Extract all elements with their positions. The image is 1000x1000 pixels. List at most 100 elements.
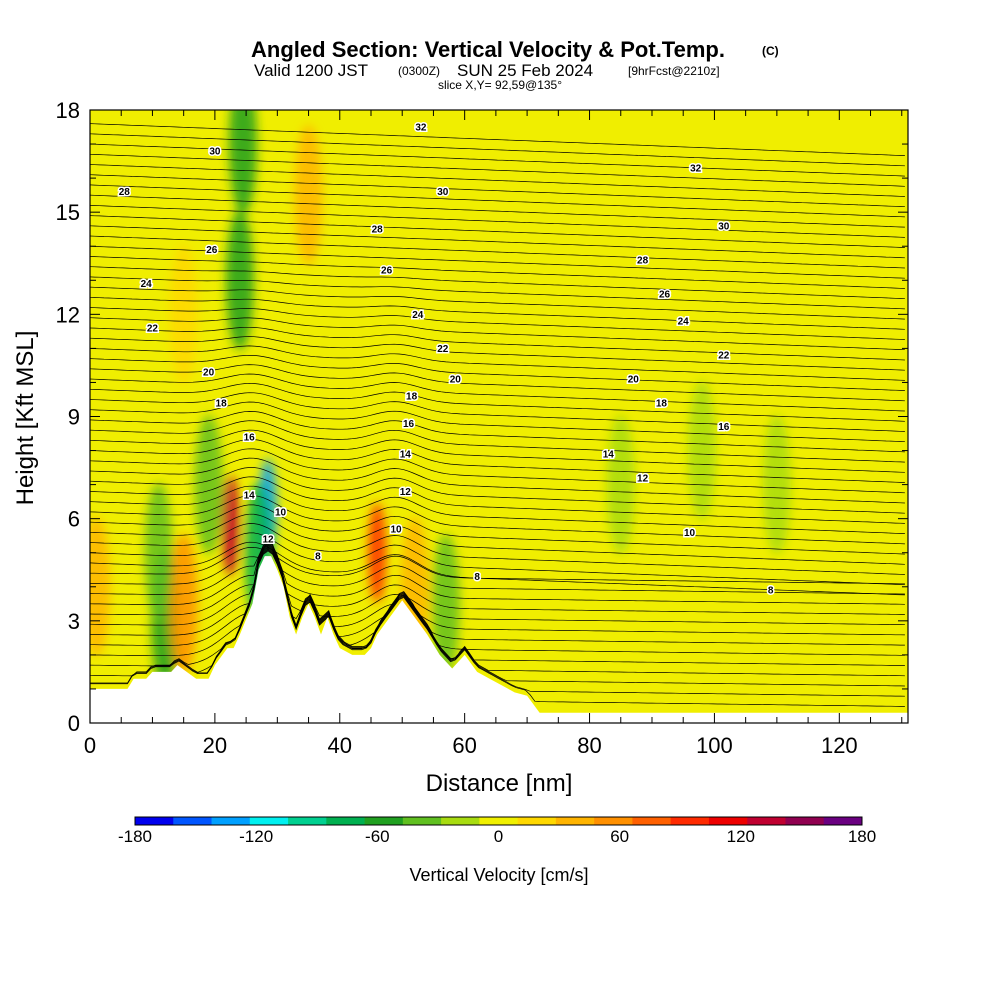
theta-contour-line	[90, 541, 905, 595]
theta-contour-line	[90, 545, 905, 646]
contour-label: 30	[437, 187, 449, 198]
colorbar-tick-label: -180	[118, 827, 152, 846]
theta-contour-line	[90, 286, 905, 320]
theta-contour-line	[90, 549, 905, 697]
theta-contour-line	[90, 550, 905, 707]
title-mark: (C)	[762, 44, 779, 58]
contour-label: 18	[406, 392, 418, 403]
theta-contour-line	[90, 439, 905, 483]
colorbar-swatch	[555, 817, 595, 825]
colorbar-swatch	[249, 817, 289, 825]
theta-contour-line	[90, 544, 905, 636]
colorbar-swatch	[211, 817, 251, 825]
subtitle-forecast: [9hrFcst@2210z]	[628, 64, 720, 78]
theta-contour-line	[90, 546, 905, 656]
velocity-cell	[606, 414, 635, 555]
theta-contour-line	[90, 543, 905, 626]
theta-contour-line	[90, 541, 905, 596]
velocity-cell	[762, 414, 791, 555]
theta-contour-line	[90, 164, 905, 197]
contour-label: 14	[244, 490, 256, 501]
contour-label: 12	[262, 535, 274, 546]
theta-contour-line	[90, 547, 905, 666]
x-tick-label: 120	[821, 733, 858, 758]
theta-contour-line	[90, 542, 905, 615]
theta-contour-line	[90, 513, 905, 565]
theta-contour-line	[90, 296, 905, 330]
theta-contour-line	[90, 532, 905, 586]
contour-label: 18	[216, 398, 228, 409]
x-tick-label: 20	[203, 733, 227, 758]
axis-ticks: 0 20 40 60 80 100 120 0 3 6 9 12 15 18	[56, 98, 908, 758]
subtitle-date: SUN 25 Feb 2024	[457, 61, 593, 80]
theta-contour-line	[90, 307, 905, 340]
contour-label: 22	[718, 351, 730, 362]
chart-title: Angled Section: Vertical Velocity & Pot.…	[251, 37, 725, 62]
x-tick-label: 100	[696, 733, 733, 758]
theta-contour-line	[90, 317, 905, 351]
x-axis-label: Distance [nm]	[426, 770, 573, 797]
contour-label: 24	[141, 279, 153, 290]
y-axis-label: Height [Kft MSL]	[12, 331, 39, 506]
contour-label: 10	[390, 524, 402, 535]
colorbar-tick-label: -120	[239, 827, 273, 846]
colorbar-tick-label: 180	[848, 827, 876, 846]
contour-label: 12	[400, 487, 412, 498]
colorbar-swatch	[364, 817, 404, 825]
y-tick-label: 0	[68, 711, 80, 736]
colorbar-swatch	[632, 817, 672, 825]
contour-label: 26	[206, 245, 218, 256]
theta-contour-line	[90, 225, 905, 259]
terrain-mask	[90, 556, 908, 723]
subtitle-line: Valid 1200 JST (0300Z) SUN 25 Feb 2024 […	[254, 61, 720, 80]
contour-label: 18	[656, 398, 668, 409]
contour-label: 14	[603, 450, 615, 461]
theta-contour-line	[90, 523, 905, 575]
theta-contour-line	[90, 457, 905, 504]
colorbar: -180 -120 -60 0 60 120 180	[118, 816, 876, 846]
velocity-cell	[144, 482, 173, 623]
colorbar-swatch	[173, 817, 213, 825]
velocity-cell	[228, 110, 257, 215]
y-tick-label: 6	[68, 507, 80, 532]
colorbar-swatch	[479, 817, 519, 825]
colorbar-label: Vertical Velocity [cm/s]	[409, 865, 588, 885]
theta-contour-line	[90, 495, 905, 545]
contour-label: 28	[637, 255, 649, 266]
theta-contour-line	[90, 382, 905, 422]
velocity-cell	[169, 244, 198, 385]
contour-label: 22	[437, 344, 449, 355]
colorbar-swatch	[785, 817, 825, 825]
colorbar-tick-label: 0	[494, 827, 503, 846]
velocity-cell	[221, 475, 240, 576]
slice-text: slice X,Y= 92,59@135°	[438, 78, 562, 92]
theta-contour-line	[90, 194, 905, 228]
contour-label: 20	[450, 375, 462, 386]
theta-contour-line	[90, 205, 905, 238]
contour-label: 24	[412, 310, 424, 321]
theta-contour-line	[90, 548, 905, 687]
y-tick-label: 12	[56, 302, 80, 327]
colorbar-swatch	[594, 817, 633, 825]
theta-contour-line	[90, 448, 905, 494]
contour-label: 32	[415, 123, 427, 134]
colorbar-swatch	[441, 817, 480, 825]
theta-contour-line	[90, 373, 905, 412]
contour-label: 28	[372, 225, 384, 236]
contour-label: 26	[659, 289, 671, 300]
contour-label: 30	[209, 146, 221, 157]
velocity-cell	[431, 533, 460, 674]
theta-contour-line	[90, 401, 905, 443]
theta-contour-line	[90, 429, 905, 473]
theta-contour-line	[90, 364, 905, 402]
theta-contour-line	[90, 326, 905, 361]
theta-contour-line	[90, 235, 905, 269]
y-tick-label: 9	[68, 405, 80, 430]
y-tick-label: 15	[56, 200, 80, 225]
subtitle-valid: Valid 1200 JST	[254, 61, 368, 80]
colorbar-swatch	[326, 817, 366, 825]
theta-contour-line	[90, 276, 905, 310]
theta-contour-line	[90, 345, 905, 381]
colorbar-swatch	[670, 817, 710, 825]
contour-label: 16	[244, 432, 256, 443]
